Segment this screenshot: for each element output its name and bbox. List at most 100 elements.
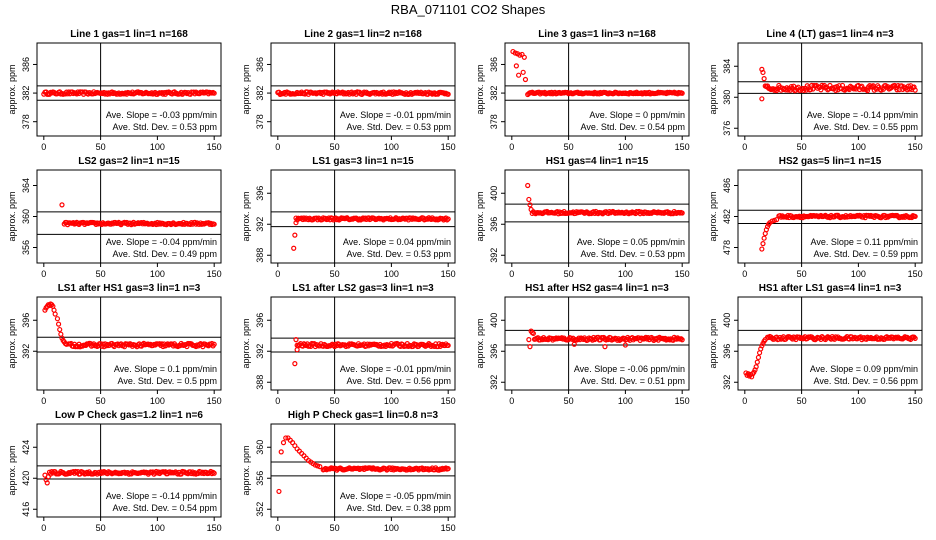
y-axis-label: approx. ppm [475, 191, 485, 241]
data-point [73, 468, 79, 475]
y-tick-label: 386 [489, 57, 499, 72]
plot-frame [36, 423, 222, 518]
y-tick-label: 396 [255, 186, 265, 201]
y-tick-label: 396 [722, 344, 732, 359]
chart-panel: LS1 after HS1 gas=3 lin=1 n=3 0 50 100 150 39… [7, 283, 222, 406]
x-tick-label: 100 [150, 269, 165, 279]
y-tick-label: 392 [489, 375, 499, 390]
data-point [291, 245, 297, 251]
data-point [571, 341, 577, 347]
panel-title: HS1 gas=4 lin=1 n=15 [546, 156, 649, 167]
x-tick-label: 0 [41, 142, 46, 152]
data-point [521, 54, 527, 60]
data-point [211, 90, 217, 96]
y-axis-label: approx. ppm [708, 318, 718, 368]
stats-annotation: Ave. Std. Dev. = 0.56 ppm [814, 376, 918, 386]
y-tick-label: 384 [722, 59, 732, 74]
y-tick-label: 376 [722, 121, 732, 136]
plot-frame [737, 296, 923, 391]
y-tick-label: 360 [255, 440, 265, 455]
plot-frame [270, 296, 456, 391]
y-tick-label: 378 [21, 114, 31, 129]
x-tick-label: 0 [275, 523, 280, 533]
stats-annotation: Ave. Std. Dev. = 0.5 ppm [118, 376, 217, 386]
x-tick-label: 150 [441, 523, 456, 533]
y-tick-label: 396 [489, 344, 499, 359]
x-tick-label: 100 [150, 523, 165, 533]
x-tick-label: 0 [742, 269, 747, 279]
y-axis-label: approx. ppm [708, 64, 718, 114]
x-tick-label: 100 [851, 269, 866, 279]
y-tick-label: 352 [255, 502, 265, 517]
data-point [445, 342, 451, 349]
panel-title: HS2 gas=5 lin=1 n=15 [779, 156, 882, 167]
x-tick-label: 100 [618, 142, 633, 152]
x-tick-label: 0 [275, 269, 280, 279]
panel-title: Line 2 gas=1 lin=2 n=168 [304, 29, 422, 40]
y-axis-label: approx. ppm [7, 64, 17, 114]
data-point [445, 466, 451, 472]
data-point [761, 235, 767, 241]
plot-frame [504, 296, 690, 391]
data-point [603, 337, 609, 343]
x-tick-label: 0 [742, 142, 747, 152]
x-tick-label: 50 [96, 523, 106, 533]
data-point [513, 63, 519, 69]
y-tick-label: 392 [722, 375, 732, 390]
stats-annotation: Ave. Std. Dev. = 0.53 ppm [581, 249, 685, 259]
chart-panel: Low P Check gas=1.2 lin=1 n=6 0 50 100 150 41… [7, 410, 222, 533]
x-tick-label: 50 [330, 269, 340, 279]
plot-frame [737, 42, 923, 137]
y-axis-label: approx. ppm [7, 318, 17, 368]
data-point [211, 470, 217, 476]
x-tick-label: 150 [675, 142, 690, 152]
data-point [317, 464, 323, 470]
x-tick-label: 0 [275, 396, 280, 406]
y-axis-label: approx. ppm [241, 64, 251, 114]
data-point [55, 321, 62, 327]
data-point [45, 474, 51, 480]
chart-panel: HS2 gas=5 lin=1 n=15 0 50 100 150 478 482 486 ap… [708, 156, 923, 279]
x-tick-label: 50 [330, 396, 340, 406]
stats-annotation: Ave. Std. Dev. = 0.53 ppm [347, 122, 451, 132]
y-tick-label: 392 [489, 248, 499, 263]
plot-frame [270, 169, 456, 264]
stats-annotation: Ave. Slope = -0.06 ppm/min [574, 364, 685, 374]
data-point [293, 337, 299, 343]
data-point [522, 76, 529, 83]
x-tick-label: 150 [207, 269, 222, 279]
y-tick-label: 388 [255, 248, 265, 263]
data-point [774, 217, 780, 223]
data-point [520, 69, 526, 75]
stats-annotation: Ave. Std. Dev. = 0.55 ppm [814, 122, 918, 132]
data-point [211, 341, 217, 347]
x-tick-label: 50 [330, 142, 340, 152]
data-point [761, 76, 767, 82]
x-tick-label: 150 [908, 269, 923, 279]
data-point [678, 336, 684, 342]
data-point [445, 216, 451, 222]
data-point [839, 82, 846, 89]
data-point [759, 96, 765, 102]
stats-annotation: Ave. Std. Dev. = 0.54 ppm [113, 503, 217, 513]
chart-panel: High P Check gas=1 lin=0.8 n=3 0 50 100 150 3… [241, 410, 456, 533]
stats-annotation: Ave. Slope = 0.04 ppm/min [343, 237, 451, 247]
data-point [280, 440, 287, 446]
x-tick-label: 50 [564, 396, 574, 406]
panel-title: Line 1 gas=1 lin=1 n=168 [70, 29, 188, 40]
y-tick-label: 356 [21, 240, 31, 255]
plot-frame [36, 42, 222, 137]
y-tick-label: 400 [722, 313, 732, 328]
y-axis-label: approx. ppm [7, 445, 17, 495]
x-tick-label: 100 [618, 269, 633, 279]
x-tick-label: 100 [851, 396, 866, 406]
chart-panel: LS1 gas=3 lin=1 n=15 0 50 100 150 388 392 396 ap… [241, 156, 456, 279]
data-point [278, 449, 284, 455]
x-tick-label: 100 [384, 269, 399, 279]
y-axis-label: approx. ppm [241, 191, 251, 241]
data-point [44, 480, 50, 486]
y-tick-label: 416 [21, 502, 31, 517]
stats-annotation: Ave. Std. Dev. = 0.38 ppm [347, 503, 451, 513]
plot-frame [504, 169, 690, 264]
